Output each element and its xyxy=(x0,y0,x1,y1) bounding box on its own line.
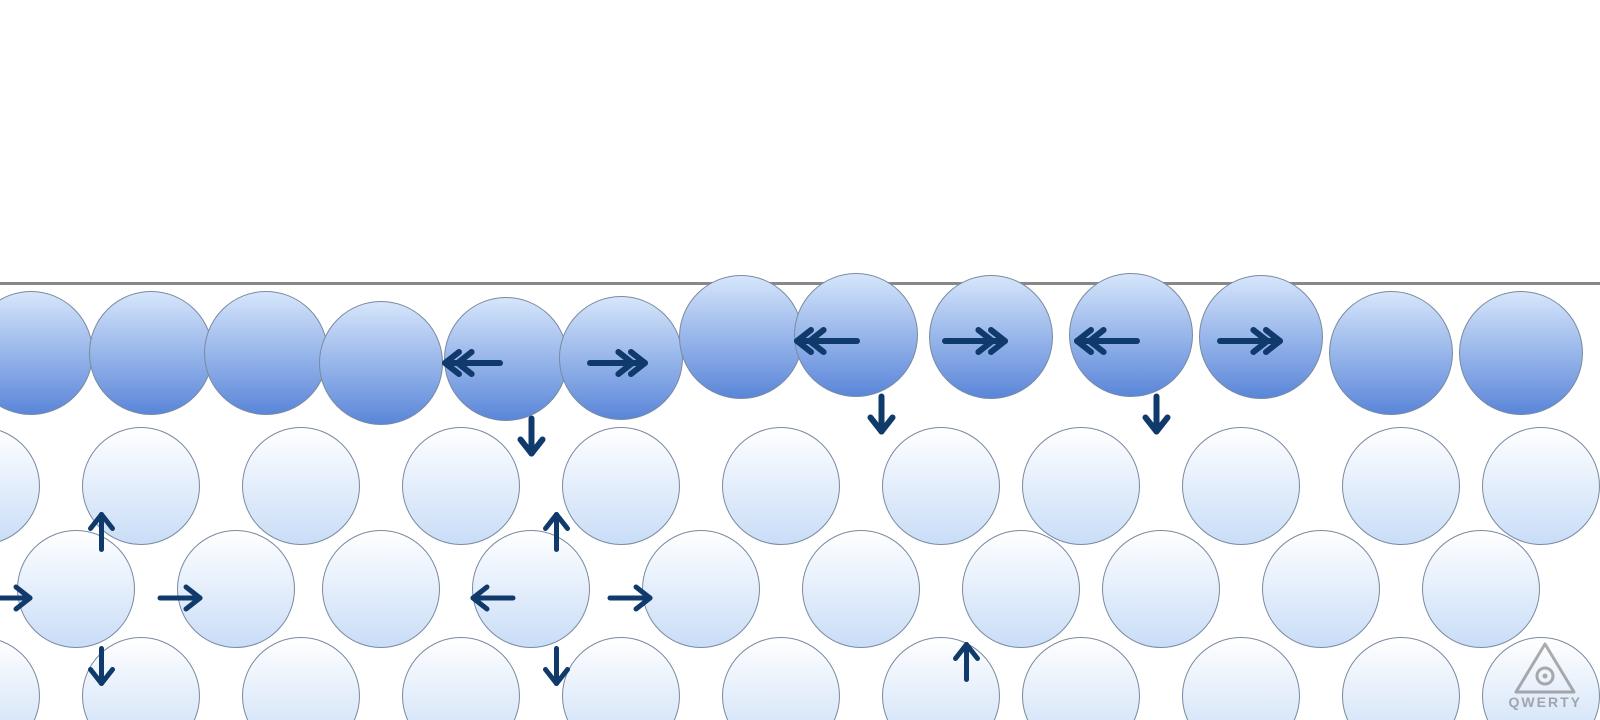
surface-line xyxy=(0,282,1600,285)
bulk-atom xyxy=(402,637,520,720)
bulk-atom xyxy=(0,427,40,545)
force-arrow-icon xyxy=(544,497,570,550)
force-arrow-icon xyxy=(610,585,668,611)
force-arrow-icon xyxy=(519,419,545,472)
diagram-stage xyxy=(0,0,1600,720)
surface-atom xyxy=(0,291,93,415)
bulk-atom xyxy=(562,637,680,720)
force-arrow-icon xyxy=(1144,397,1170,450)
surface-atom xyxy=(89,291,213,415)
force-arrow-icon xyxy=(455,585,513,611)
bulk-atom xyxy=(0,637,40,720)
bulk-atom xyxy=(802,530,920,648)
surface-atom xyxy=(204,291,328,415)
bulk-atom xyxy=(1182,637,1300,720)
surface-atom xyxy=(1329,291,1453,415)
bulk-atom xyxy=(882,637,1000,720)
bulk-atom xyxy=(1262,530,1380,648)
force-arrow-icon xyxy=(413,350,500,376)
bulk-atom xyxy=(1342,637,1460,720)
force-arrow-icon xyxy=(160,585,218,611)
bulk-atom xyxy=(562,427,680,545)
force-arrow-icon xyxy=(945,328,1037,354)
force-arrow-icon xyxy=(0,585,48,611)
bulk-atom xyxy=(1342,427,1460,545)
force-arrow-icon xyxy=(765,328,857,354)
bulk-atom xyxy=(242,637,360,720)
force-arrow-icon xyxy=(89,497,115,550)
bulk-atom xyxy=(1022,427,1140,545)
bulk-atom xyxy=(1022,637,1140,720)
bulk-atom xyxy=(1422,530,1540,648)
bulk-atom xyxy=(722,427,840,545)
bulk-atom xyxy=(242,427,360,545)
surface-atom xyxy=(1459,291,1583,415)
bulk-atom xyxy=(962,530,1080,648)
watermark: QWERTY xyxy=(1509,640,1582,710)
force-arrow-icon xyxy=(590,350,677,376)
force-arrow-icon xyxy=(1220,328,1312,354)
force-arrow-icon xyxy=(544,649,570,702)
watermark-triangle-icon xyxy=(1512,640,1578,696)
watermark-text: QWERTY xyxy=(1509,694,1582,710)
bulk-atom xyxy=(1482,427,1600,545)
bulk-atom xyxy=(722,637,840,720)
bulk-atom xyxy=(402,427,520,545)
force-arrow-icon xyxy=(954,627,980,680)
bulk-atom xyxy=(322,530,440,648)
force-arrow-icon xyxy=(869,397,895,450)
bulk-atom xyxy=(1182,427,1300,545)
bulk-atom xyxy=(882,427,1000,545)
bulk-atom xyxy=(1102,530,1220,648)
force-arrow-icon xyxy=(89,649,115,702)
force-arrow-icon xyxy=(1045,328,1137,354)
